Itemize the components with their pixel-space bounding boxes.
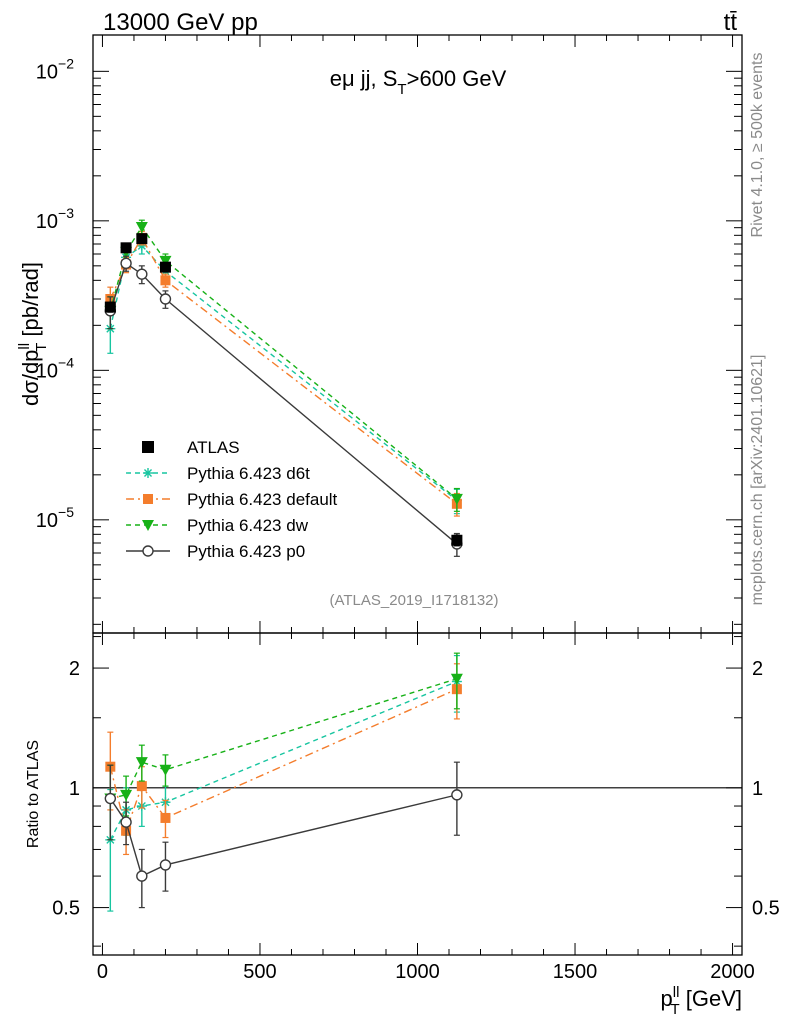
data-point — [160, 275, 171, 286]
data-point — [136, 233, 148, 245]
ratio-series-line — [110, 678, 458, 800]
x-tick-label: 1500 — [553, 961, 598, 983]
data-point — [159, 261, 171, 273]
ratio-point — [136, 870, 148, 882]
legend-entry-atlas: ATLAS — [142, 438, 240, 457]
ratio-frame — [92, 632, 743, 956]
ratio-plot-panel: 0 500 1000 1500 2000 0.5 0.5 1 1 2 2 Ratio to ATLA… — [25, 632, 780, 983]
y-tick-label: 10−2 — [36, 55, 74, 83]
ratio-y-axis-label: Ratio to ATLAS — [25, 740, 42, 848]
ratio-tick-label: 0.5 — [52, 898, 80, 920]
ratio-tick-label-right: 0.5 — [752, 898, 780, 920]
ratio-tick-label-right: 2 — [752, 658, 763, 680]
x-tick-label: 500 — [243, 961, 276, 983]
series-pythia-6-423-p0 — [104, 255, 463, 557]
plot-title: eμ jj, ST>600 GeV — [330, 66, 507, 98]
legend-label: Pythia 6.423 dw — [187, 516, 309, 535]
ratio-series-pythia-6-423-d6t — [105, 654, 462, 912]
ratio-point — [450, 673, 463, 685]
legend-entry-pythia-6-423-default: Pythia 6.423 default — [126, 490, 338, 509]
main-plot-panel: 10−2 10−3 10−4 10−5 eμ jj, ST>600 GeV (ATLA… — [16, 34, 743, 634]
ratio-point — [136, 781, 147, 792]
y-tick-label: 10−3 — [36, 205, 74, 233]
ratio-point — [120, 816, 132, 828]
legend-entry-pythia-6-423-dw: Pythia 6.423 dw — [126, 516, 309, 535]
legend-marker — [143, 494, 153, 504]
data-point — [135, 221, 148, 233]
ratio-point — [159, 859, 172, 871]
data-point — [120, 257, 132, 269]
mcplots-label: mcplots.cern.ch [arXiv:2401.10621] — [749, 355, 766, 606]
data-point — [450, 493, 463, 505]
ratio-series-pythia-6-423-default — [105, 663, 462, 856]
ratio-point — [160, 812, 171, 823]
x-tick-label: 0 — [97, 961, 108, 983]
data-point — [120, 242, 132, 254]
legend-label: Pythia 6.423 default — [187, 490, 338, 509]
y-tick-label: 10−5 — [36, 504, 74, 532]
data-point — [159, 255, 172, 267]
data-point — [104, 301, 116, 313]
star-stroke — [143, 468, 153, 478]
legend-entry-pythia-6-423-d6t: Pythia 6.423 d6t — [126, 464, 310, 483]
rivet-label: Rivet 4.1.0, ≥ 500k events — [749, 53, 766, 238]
ratio-tick-label: 1 — [69, 778, 80, 800]
legend-label: Pythia 6.423 p0 — [187, 542, 305, 561]
ratio-tick-label-right: 1 — [752, 778, 763, 800]
ratio-series-line — [109, 688, 458, 834]
series-atlas — [104, 233, 463, 547]
legend-marker — [143, 468, 153, 478]
legend: ATLAS Pythia 6.423 d6t Pythia 6.423 defaul… — [126, 438, 338, 561]
legend-marker — [142, 545, 154, 557]
ratio-point — [135, 757, 148, 769]
legend-marker — [142, 441, 154, 453]
y-tick-label: 10−4 — [36, 354, 74, 382]
ratio-series-line — [109, 680, 458, 841]
ratio-point — [104, 792, 117, 805]
y-axis-label: dσ/dpllT [pb/rad] — [16, 262, 50, 406]
ratio-point — [451, 789, 463, 801]
legend-entry-pythia-6-423-p0: Pythia 6.423 p0 — [126, 542, 305, 561]
x-tick-label: 1000 — [395, 961, 440, 983]
x-tick-label: 2000 — [710, 961, 755, 983]
legend-label: Pythia 6.423 d6t — [187, 464, 310, 483]
ratio-series-pythia-6-423-dw — [104, 652, 463, 841]
x-axis-label: pll T [GeV] — [661, 984, 742, 1018]
analysis-label: (ATLAS_2019_I1718132) — [329, 592, 498, 609]
legend-marker — [142, 520, 154, 531]
series-line — [109, 236, 458, 505]
data-point — [136, 268, 148, 280]
ratio-series-pythia-6-423-p0 — [104, 761, 463, 909]
ratio-point — [159, 764, 172, 776]
data-point — [451, 534, 463, 546]
ratio-point — [120, 789, 133, 801]
header-left: 13000 GeV pp — [103, 9, 258, 36]
header-right: tt̄ — [724, 9, 738, 36]
ratio-tick-label: 2 — [69, 658, 80, 680]
data-point — [159, 293, 172, 305]
legend-label: ATLAS — [187, 438, 240, 457]
